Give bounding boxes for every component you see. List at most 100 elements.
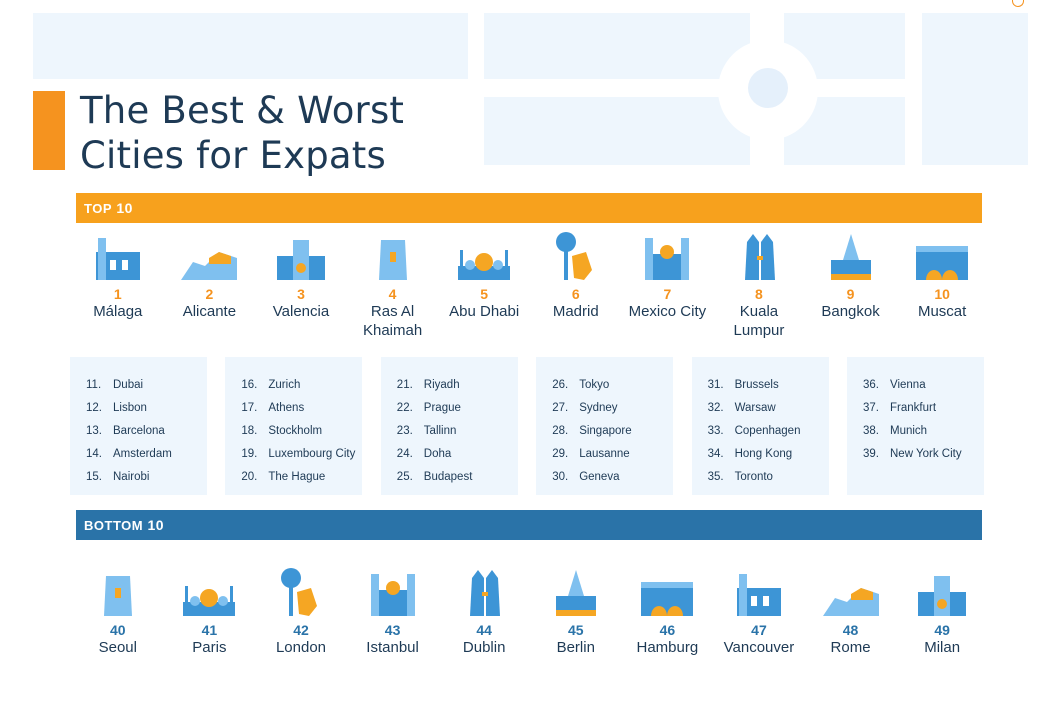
rank-number: 34. (707, 448, 724, 460)
city-name: Muscat (917, 303, 967, 320)
list-item: 27. Sydney (552, 397, 673, 420)
rank-city: Tokyo (579, 379, 610, 391)
rank-city: Vienna (890, 379, 926, 391)
title-accent-bar (33, 91, 65, 170)
rank-city: Toronto (734, 471, 773, 483)
rank-city: Stockholm (268, 425, 323, 437)
rank-number: 17. (241, 402, 258, 414)
city-name: Berlin (556, 639, 595, 656)
rank-number: 14. (86, 448, 102, 460)
city-name: Madrid (552, 303, 599, 320)
rank-panel: 36. Vienna 37. Frankfurt 38. Munich 39. New Yor… (847, 357, 984, 495)
rank-city: Sydney (579, 402, 618, 414)
top-city-4: 4 Ras Al Khaimah (347, 230, 439, 340)
bottom-city-44: 44 Dublin (438, 566, 530, 657)
bottom-city-42: 42 London (255, 566, 347, 657)
city-rank: 1 (113, 286, 122, 302)
list-item: 37. Frankfurt (863, 397, 984, 420)
temple-icon (821, 230, 881, 282)
map-block (484, 13, 750, 79)
rank-number: 39. (863, 448, 879, 460)
roundabout-center (748, 68, 788, 108)
rank-city: Tallinn (423, 425, 457, 437)
bottom-city-48: 48 Rome (805, 566, 897, 657)
bottom-city-49: 49 Milan (896, 566, 988, 657)
map-block (33, 13, 468, 79)
top-city-9: 9 Bangkok (805, 230, 897, 340)
list-item: 34. Hong Kong (708, 443, 829, 466)
bottom-city-41: 41 Paris (164, 566, 256, 657)
city-rank: 47 (751, 622, 767, 638)
top-10-row: 1 Málaga 2 Alicante 3 Valencia 4 Ras Al Khaimah… (72, 230, 988, 340)
rank-panel: 21. Riyadh 22. Prague 23. Tallinn 24. Doha 25. Bu… (380, 357, 518, 495)
cathedral-icon (88, 230, 148, 282)
rank-panel: 11. Dubai 12. Lisbon 13. Barcelona 14. Amsterda… (70, 357, 207, 495)
map-block (484, 97, 750, 165)
rank-number: 36. (863, 379, 879, 391)
rank-city: Brussels (734, 379, 779, 391)
city-rank: 49 (934, 622, 950, 638)
bottom-banner-label: BOTTOM (84, 518, 144, 533)
city-rank: 48 (842, 622, 859, 638)
rank-number: 25. (396, 471, 413, 483)
rank-city: Amsterdam (113, 448, 172, 460)
rank-number: 15. (86, 471, 102, 483)
rank-number: 35. (707, 471, 724, 483)
list-item: 24. Doha (397, 443, 518, 466)
city-rank: 43 (384, 622, 401, 638)
list-item: 32. Warsaw (708, 397, 829, 420)
mosque-icon (454, 230, 514, 282)
city-rank: 42 (293, 622, 309, 638)
top-city-8: 8 Kuala Lumpur (713, 230, 805, 340)
rank-panel: 26. Tokyo 27. Sydney 28. Singapore 29. Lausanne… (536, 357, 674, 495)
rank-number: 18. (241, 425, 258, 437)
rank-city: New York City (890, 448, 962, 460)
rank-number: 19. (241, 448, 258, 460)
rank-city: Budapest (423, 471, 473, 483)
list-item: 25. Budapest (397, 466, 518, 489)
rank-city: Singapore (579, 425, 632, 437)
city-name: London (275, 639, 327, 656)
rank-number: 12. (86, 402, 102, 414)
list-item: 29. Lausanne (552, 443, 673, 466)
list-item: 28. Singapore (552, 420, 673, 443)
rank-city: Munich (890, 425, 928, 437)
title-line-1: The Best & Worst (80, 89, 405, 132)
rank-panel: 16. Zurich 17. Athens 18. Stockholm 19. Luxembo… (225, 357, 363, 495)
geodesic-dome-icon (729, 566, 789, 618)
list-item: 26. Tokyo (552, 374, 673, 397)
rank-number: 13. (86, 425, 102, 437)
rank-city: Warsaw (734, 402, 776, 414)
list-item: 23. Tallinn (397, 420, 518, 443)
top-city-7: 7 Mexico City (622, 230, 714, 340)
rank-city: The Hague (268, 471, 326, 483)
rank-city: Luxembourg City (268, 448, 356, 460)
list-item: 12. Lisbon (86, 397, 207, 420)
rank-number: 32. (707, 402, 724, 414)
town-hall-icon (637, 566, 697, 618)
top-banner-label: TOP (84, 201, 112, 216)
city-name: Vancouver (723, 639, 795, 656)
rank-city: Barcelona (113, 425, 165, 437)
city-rank: 3 (297, 286, 305, 302)
rank-number: 28. (552, 425, 569, 437)
rank-number: 31. (707, 379, 724, 391)
city-name: Valencia (272, 303, 330, 320)
rank-city: Lausanne (579, 448, 630, 460)
rank-number: 20. (241, 471, 258, 483)
rank-number: 33. (707, 425, 724, 437)
rank-number: 16. (241, 379, 258, 391)
top-city-1: 1 Málaga (72, 230, 164, 340)
list-item: 18. Stockholm (241, 420, 362, 443)
bottom-banner-count: 10 (147, 517, 165, 533)
rank-number: 22. (396, 402, 413, 414)
rank-number: 23. (396, 425, 413, 437)
rank-number: 26. (552, 379, 569, 391)
rank-number: 11. (86, 379, 102, 391)
blue-mosque-icon (363, 566, 423, 618)
city-name: Seoul (98, 639, 137, 656)
city-rank: 7 (663, 286, 672, 302)
list-item: 16. Zurich (241, 374, 362, 397)
list-item: 20. The Hague (241, 466, 362, 489)
city-rank: 4 (388, 286, 397, 302)
